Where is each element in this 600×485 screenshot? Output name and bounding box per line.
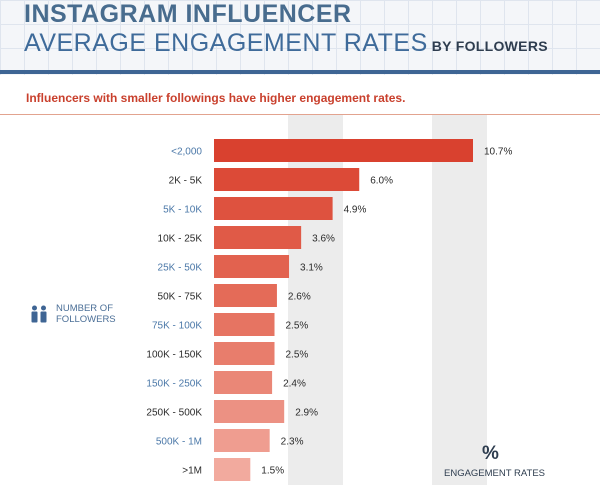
data-label: 2.6%: [288, 292, 311, 303]
bar: [214, 255, 290, 278]
header-grid-background: [0, 0, 600, 75]
data-label: 6.0%: [370, 176, 393, 187]
bar: [214, 371, 273, 394]
header-divider: [0, 70, 600, 74]
category-label: 100K - 150K: [146, 350, 202, 361]
chart-subtitle: Influencers with smaller followings have…: [26, 91, 406, 105]
bar: [214, 197, 333, 220]
data-label: 3.6%: [312, 234, 335, 245]
title-line-2-main: AVERAGE ENGAGEMENT RATES: [24, 29, 428, 57]
bar: [214, 458, 251, 481]
people-icon: [31, 305, 47, 323]
bar: [214, 139, 473, 162]
subtitle-divider: [0, 114, 600, 115]
bar: [214, 284, 277, 307]
percent-symbol: %: [482, 443, 499, 464]
data-label: 1.5%: [261, 466, 284, 477]
bar: [214, 313, 275, 336]
background-band: [432, 115, 487, 485]
data-label: 2.3%: [281, 437, 304, 448]
category-label: 150K - 250K: [146, 379, 202, 390]
title-line-1: INSTAGRAM INFLUENCER: [24, 0, 352, 28]
data-label: 2.4%: [283, 379, 306, 390]
category-label: 75K - 100K: [152, 321, 202, 332]
bar: [214, 342, 275, 365]
category-label: 500K - 1M: [156, 437, 202, 448]
data-label: 4.9%: [344, 205, 367, 216]
category-label: 25K - 50K: [158, 263, 203, 274]
data-label: 3.1%: [300, 263, 323, 274]
category-label: 50K - 75K: [158, 292, 203, 303]
category-label: >1M: [182, 466, 202, 477]
title-suffix: BY FOLLOWERS: [431, 38, 548, 54]
category-label: <2,000: [171, 147, 202, 158]
data-label: 10.7%: [484, 147, 512, 158]
data-label: 2.5%: [286, 321, 309, 332]
category-label: 10K - 25K: [158, 234, 203, 245]
category-label: 250K - 500K: [146, 408, 202, 419]
bar: [214, 226, 302, 249]
data-label: 2.9%: [295, 408, 318, 419]
data-label: 2.5%: [286, 350, 309, 361]
category-label: 2K - 5K: [169, 176, 203, 187]
bar: [214, 400, 285, 423]
legend-label: NUMBER OF FOLLOWERS: [56, 303, 116, 325]
bar: [214, 168, 360, 191]
category-label: 5K - 10K: [163, 205, 202, 216]
x-axis-label: ENGAGEMENT RATES: [444, 468, 545, 479]
bar: [214, 429, 270, 452]
title-line-2: AVERAGE ENGAGEMENT RATES BY FOLLOWERS: [24, 28, 548, 61]
